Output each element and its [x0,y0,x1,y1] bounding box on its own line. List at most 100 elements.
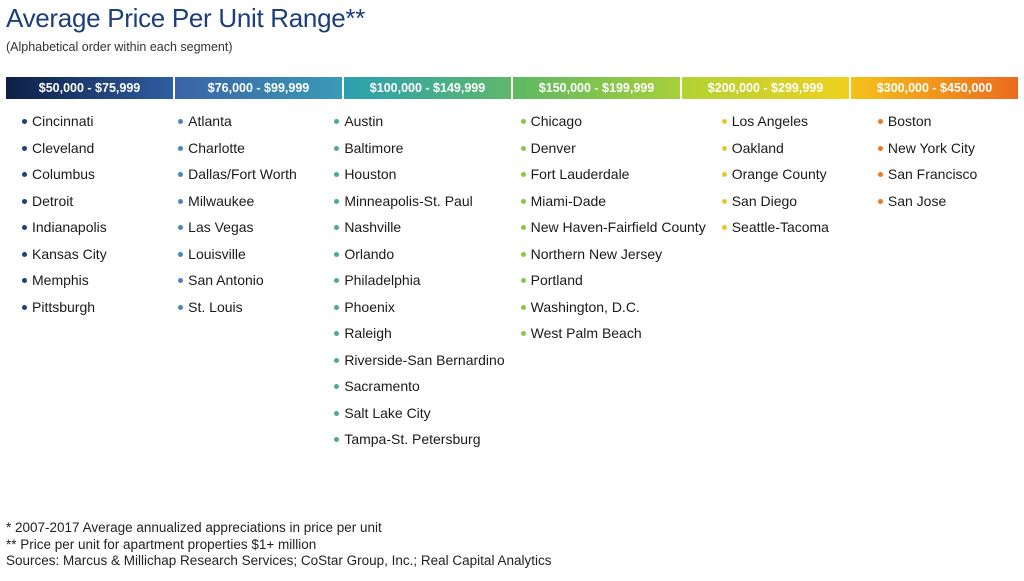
city-list-item: Salt Lake City [334,400,504,427]
city-name: West Palm Beach [530,325,642,341]
segment-header-4: $150,000 - $199,999 [513,77,682,99]
city-list-item: Nashville [334,214,504,241]
city-name: San Jose [887,192,947,209]
segment-header-3: $100,000 - $149,999 [344,77,513,99]
bullet-dot-icon [520,145,526,151]
segment-header-bar: $50,000 - $75,999 $76,000 - $99,999 $100,0… [6,77,1018,99]
bullet-dot-icon [334,172,340,177]
bullet-dot-icon [721,119,727,124]
city-name: St. Louis [188,298,243,315]
bullet-dot-icon [178,225,184,230]
bullet-dot-icon [178,278,184,283]
city-name: Denver [530,139,576,156]
bullet-dot-icon [22,251,27,257]
footnote-price-per-unit: ** Price per unit for apartment properti… [6,536,317,552]
city-name: Charlotte [188,139,245,156]
bullet-dot-icon [178,119,184,124]
city-name: Northern New Jersey [530,245,663,262]
city-name: New Haven-Fairfield County [530,219,706,235]
city-name: Phoenix [344,298,395,315]
city-list-item: Raleigh [334,320,504,347]
city-list-item: Orange County [721,161,862,188]
city-name: Seattle-Tacoma [731,219,829,235]
city-name: Fort Lauderdale [530,166,630,182]
city-list-item: Indianapolis [22,214,162,241]
city-list-item: Kansas City [22,241,162,268]
city-name: Louisville [188,245,246,262]
bullet-dot-icon [520,172,526,177]
bullet-dot-icon [520,225,526,230]
bullet-dot-icon [877,145,883,151]
city-list-item: Fort Lauderdale [520,161,706,188]
bullet-dot-icon [721,172,727,177]
bullet-dot-icon [334,251,340,257]
city-list-item: Memphis [22,267,162,294]
city-name: Houston [344,166,397,182]
bullet-dot-icon [334,357,340,363]
city-list-item: Louisville [178,241,318,268]
city-name: Las Vegas [188,219,254,235]
bullet-dot-icon [334,437,340,442]
bullet-dot-icon [520,251,526,257]
bullet-dot-icon [334,145,340,151]
bullet-dot-icon [22,304,27,310]
city-list-item: Phoenix [334,294,504,321]
bullet-dot-icon [334,119,340,124]
city-list-item: Dallas/Fort Worth [178,161,318,188]
city-list-item: Columbus [22,161,162,188]
city-list-item: Northern New Jersey [520,241,706,268]
city-list-item: San Francisco [877,161,1018,188]
city-list-item: San Diego [721,188,862,215]
bullet-dot-icon [178,304,184,310]
city-name: Tampa-St. Petersburg [344,431,481,447]
city-name: Orange County [731,166,827,182]
city-list-item: Austin [334,108,504,135]
segment-column-3: Austin Baltimore Houston Minneapolis-St. Pa… [318,108,505,453]
segment-column-4: Chicago Denver Fort Lauderdale Miami-Dade Ne… [505,108,706,453]
bullet-dot-icon [520,119,526,124]
city-list-item: Charlotte [178,135,318,162]
segment-header-2: $76,000 - $99,999 [175,77,344,99]
segment-header-6: $300,000 - $450,000 [851,77,1018,99]
city-name: Columbus [32,166,96,182]
bullet-dot-icon [334,198,340,204]
city-list-item: Portland [520,267,706,294]
city-name: Milwaukee [188,192,255,209]
bullet-dot-icon [334,384,340,389]
bullet-dot-icon [22,278,27,283]
city-list-item: Boston [877,108,1018,135]
city-list-item: Philadelphia [334,267,504,294]
city-list-item: Tampa-St. Petersburg [334,426,504,453]
bullet-dot-icon [520,304,526,310]
bullet-dot-icon [178,172,184,177]
bullet-dot-icon [721,198,727,204]
city-name: Philadelphia [344,272,421,288]
city-list-item: Los Angeles [721,108,862,135]
city-list-item: Chicago [520,108,706,135]
bullet-dot-icon [520,278,526,283]
city-name: Riverside-San Bernardino [344,351,505,368]
bullet-dot-icon [22,225,27,230]
footnote-appreciation: * 2007-2017 Average annualized appreciat… [6,520,382,535]
city-list-item: San Antonio [178,267,318,294]
city-list-item: New Haven-Fairfield County [520,214,706,241]
city-name: Los Angeles [731,113,808,129]
city-name: Portland [530,272,583,288]
bullet-dot-icon [22,198,27,204]
segment-column-2: Atlanta Charlotte Dallas/Fort Worth Milwauk… [162,108,318,453]
city-list-item: Pittsburgh [22,294,162,321]
city-name: Atlanta [188,113,232,129]
city-list-item: West Palm Beach [520,320,706,347]
bullet-dot-icon [721,225,727,230]
bullet-dot-icon [877,172,883,177]
city-name: Boston [887,113,932,129]
city-list-item: Las Vegas [178,214,318,241]
city-list-item: Sacramento [334,373,504,400]
city-list-item: Houston [334,161,504,188]
bullet-dot-icon [721,145,727,151]
city-list-item: Cincinnati [22,108,162,135]
segment-column-1: Cincinnati Cleveland Columbus Detroit Indian… [6,108,162,453]
city-name: Austin [344,113,384,129]
city-list-item: Riverside-San Bernardino [334,347,505,374]
city-name: Cleveland [32,139,95,156]
